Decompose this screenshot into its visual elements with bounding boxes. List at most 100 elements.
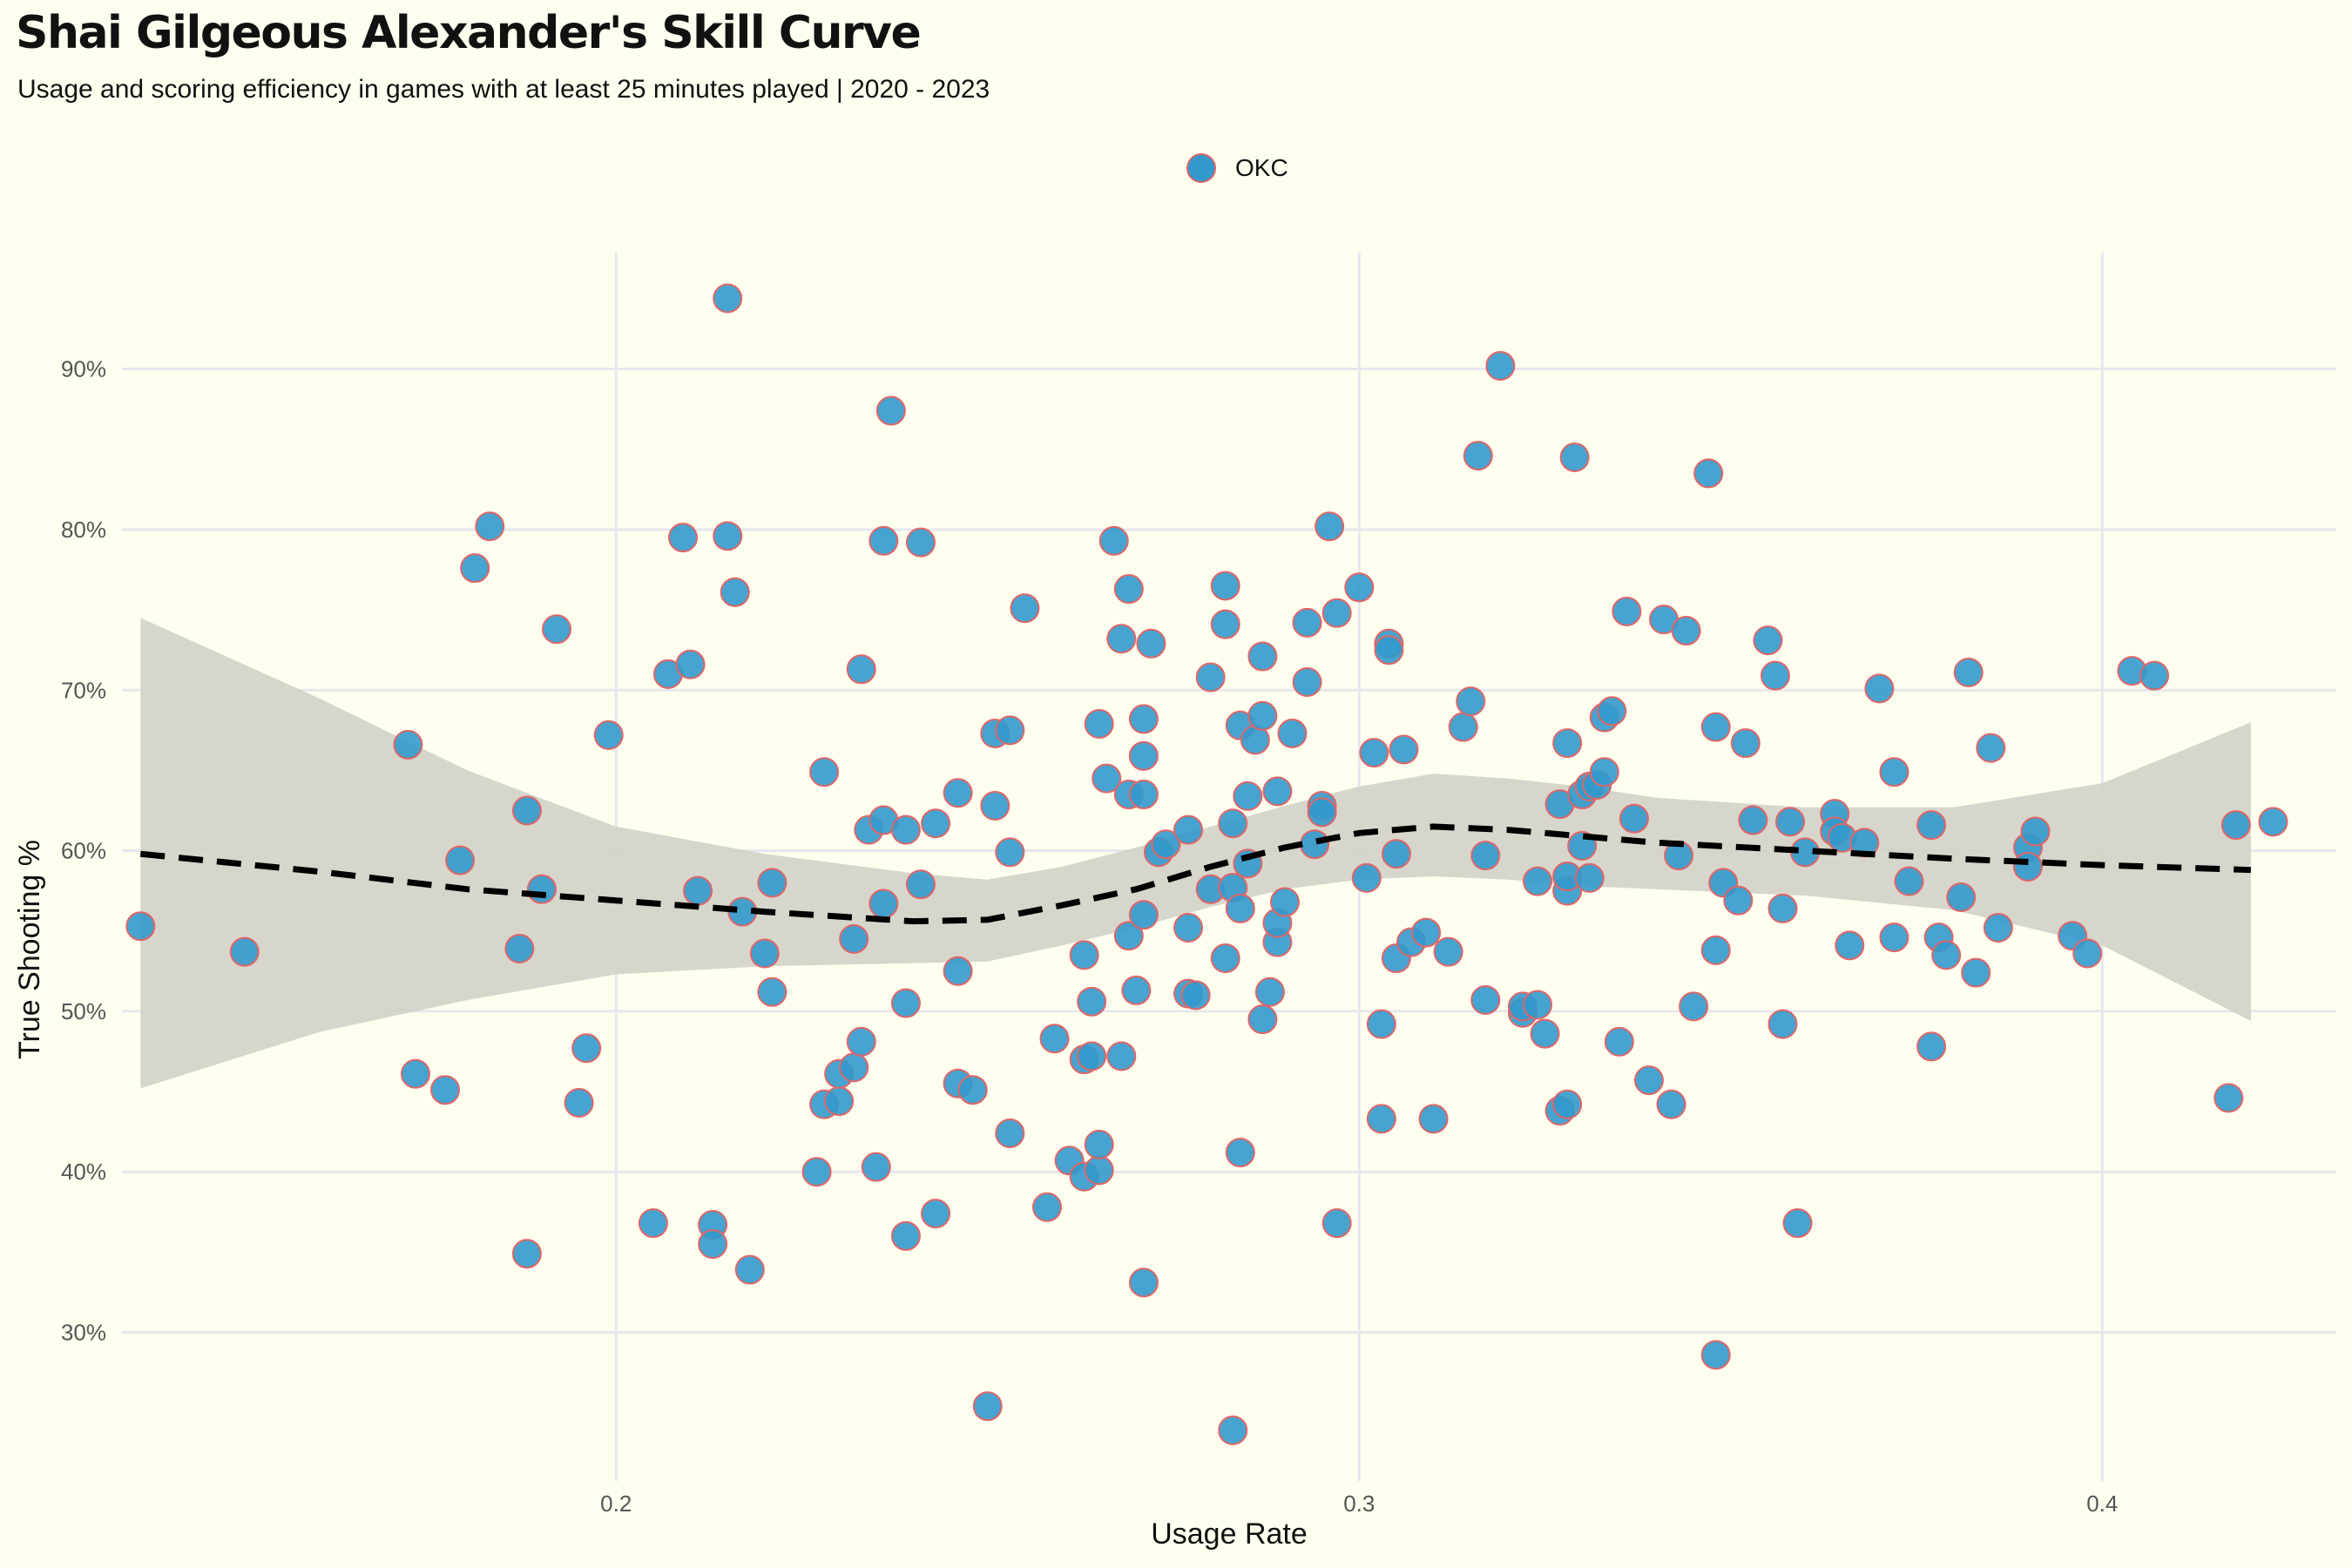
data-point: [475, 511, 505, 542]
axis-ticks: 0.2 0.3 0.4 30% 40% 50% 60% 70% 80% 90%: [61, 356, 2118, 1517]
data-point: [1307, 797, 1337, 828]
data-point: [1225, 1138, 1255, 1168]
data-point: [749, 938, 780, 969]
data-point: [995, 715, 1025, 746]
data-point: [957, 1075, 988, 1105]
data-point: [1700, 712, 1731, 742]
data-point: [1247, 700, 1278, 731]
data-point: [890, 814, 921, 845]
data-point: [943, 778, 973, 808]
data-point: [1456, 686, 1486, 717]
data-point: [1084, 708, 1114, 739]
data-points: [125, 283, 2288, 1445]
data-point: [1656, 1089, 1686, 1119]
data-point: [995, 1118, 1025, 1148]
data-point: [668, 523, 699, 553]
chart-subtitle: Usage and scoring efficiency in games wi…: [17, 75, 990, 104]
data-point: [675, 649, 706, 679]
data-point: [1679, 991, 1709, 1022]
data-point: [1180, 980, 1211, 1010]
data-point: [1069, 940, 1099, 970]
data-point: [921, 808, 951, 839]
data-point: [1173, 814, 1204, 845]
data-point: [1738, 805, 1768, 835]
data-point: [1864, 673, 1895, 704]
legend: OKC: [1186, 153, 1288, 183]
data-point: [1775, 807, 1806, 837]
data-point: [1723, 885, 1754, 916]
data-point: [1604, 1026, 1634, 1057]
data-point: [460, 553, 490, 584]
y-tick-label: 70%: [61, 677, 106, 703]
legend-label: OKC: [1235, 154, 1288, 181]
data-point: [1559, 443, 1590, 472]
data-point: [1693, 458, 1724, 489]
data-point: [1247, 641, 1278, 672]
data-point: [1151, 829, 1181, 860]
data-point: [400, 1058, 430, 1089]
data-point: [229, 936, 260, 967]
data-point: [1321, 1208, 1352, 1239]
data-point: [1128, 780, 1159, 810]
data-point: [542, 614, 572, 645]
data-point: [1077, 986, 1107, 1017]
confidence-band: [140, 618, 2251, 1089]
legend-swatch: [1186, 153, 1216, 183]
data-point: [1113, 574, 1144, 605]
data-point: [564, 1087, 594, 1118]
data-point: [638, 1208, 668, 1239]
data-point: [1366, 1009, 1396, 1039]
data-point: [1916, 1031, 1947, 1062]
data-point: [1128, 1267, 1159, 1298]
data-point: [683, 875, 713, 906]
data-point: [921, 1199, 951, 1229]
data-point: [504, 934, 535, 963]
data-point: [1782, 1208, 1813, 1239]
data-point: [393, 729, 423, 760]
data-point: [698, 1229, 728, 1260]
data-point: [1113, 921, 1144, 951]
data-point: [1671, 616, 1701, 646]
data-point: [1411, 917, 1442, 948]
y-axis-title: True Shooting %: [13, 840, 46, 1059]
data-point: [2139, 660, 2170, 691]
data-point: [526, 874, 557, 904]
data-point: [1321, 598, 1352, 628]
data-point: [1315, 511, 1345, 542]
data-point: [875, 395, 906, 426]
data-point: [1092, 763, 1122, 794]
data-point: [2020, 816, 2051, 847]
data-point: [868, 525, 899, 556]
confidence-band-layer: [140, 618, 2251, 1089]
data-point: [511, 1239, 542, 1269]
data-point: [980, 790, 1010, 821]
data-point: [846, 654, 876, 685]
data-point: [839, 1052, 869, 1083]
data-point: [905, 527, 936, 558]
data-point: [1269, 887, 1300, 917]
data-point: [593, 720, 624, 750]
data-point: [1552, 1089, 1583, 1119]
data-point: [1106, 1041, 1137, 1071]
data-point: [1225, 893, 1255, 923]
data-point: [1552, 728, 1583, 759]
data-point: [1098, 525, 1129, 556]
data-point: [824, 1086, 855, 1117]
data-point: [2220, 810, 2251, 841]
y-tick-label: 60%: [61, 838, 106, 864]
data-point: [1753, 625, 1783, 656]
data-point: [1879, 757, 1909, 787]
data-point: [1633, 1065, 1664, 1096]
data-point: [1084, 1155, 1114, 1186]
data-point: [713, 521, 743, 551]
data-point: [1700, 1340, 1731, 1370]
data-point: [1128, 704, 1159, 734]
data-point: [1128, 740, 1159, 771]
data-point: [1894, 866, 1924, 896]
data-point: [1574, 862, 1605, 893]
data-point: [1730, 728, 1761, 759]
data-point: [1485, 350, 1516, 381]
data-point: [1262, 776, 1293, 807]
data-point: [511, 795, 542, 826]
